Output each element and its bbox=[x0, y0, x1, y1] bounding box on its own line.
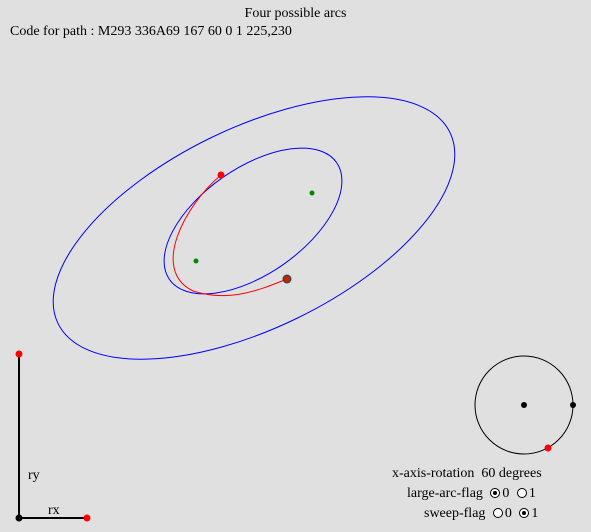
rx-handle[interactable] bbox=[83, 514, 91, 522]
arc-end-point[interactable] bbox=[284, 276, 290, 282]
arc-start-point[interactable] bbox=[217, 171, 225, 179]
center-point-2 bbox=[193, 258, 199, 264]
sweep-radio-1[interactable] bbox=[519, 507, 530, 518]
ry-label: ry bbox=[28, 468, 40, 483]
path-code: Code for path : M293 336A69 167 60 0 1 2… bbox=[10, 24, 292, 40]
rotation-row: x-axis-rotation 60 degrees bbox=[392, 466, 542, 482]
sweep-option-1[interactable]: 1 bbox=[519, 506, 538, 522]
large-arc-radio-1[interactable] bbox=[516, 487, 527, 498]
sweep-radio-0[interactable] bbox=[492, 507, 503, 518]
sweep-option-0[interactable]: 0 bbox=[492, 506, 512, 522]
ry-handle[interactable] bbox=[15, 350, 23, 358]
selected-arc bbox=[172, 174, 288, 297]
large-arc-radio-0[interactable] bbox=[490, 487, 501, 498]
large-arc-label: large-arc-flag bbox=[407, 486, 483, 501]
page-title: Four possible arcs bbox=[244, 6, 347, 21]
rotation-value: 60 degrees bbox=[481, 466, 542, 481]
large-arc-row: large-arc-flag 0 1 bbox=[407, 486, 536, 502]
ellipse-inner bbox=[163, 147, 343, 295]
ellipse-outer bbox=[52, 96, 456, 360]
origin-point bbox=[15, 514, 23, 522]
sweep-label: sweep-flag bbox=[424, 506, 486, 521]
rx-label: rx bbox=[48, 503, 60, 518]
large-arc-option-1[interactable]: 1 bbox=[516, 486, 536, 502]
rotation-label: x-axis-rotation bbox=[392, 466, 475, 481]
path-code-value: M293 336A69 167 60 0 1 225,230 bbox=[97, 24, 292, 39]
sweep-row: sweep-flag 0 1 bbox=[424, 506, 538, 522]
path-code-label: Code for path : bbox=[10, 24, 98, 39]
rotation-zero-marker bbox=[570, 402, 576, 408]
center-point-1 bbox=[309, 190, 315, 196]
rotation-dial-center bbox=[521, 402, 527, 408]
rotation-handle[interactable] bbox=[544, 444, 552, 452]
large-arc-option-0[interactable]: 0 bbox=[490, 486, 509, 502]
